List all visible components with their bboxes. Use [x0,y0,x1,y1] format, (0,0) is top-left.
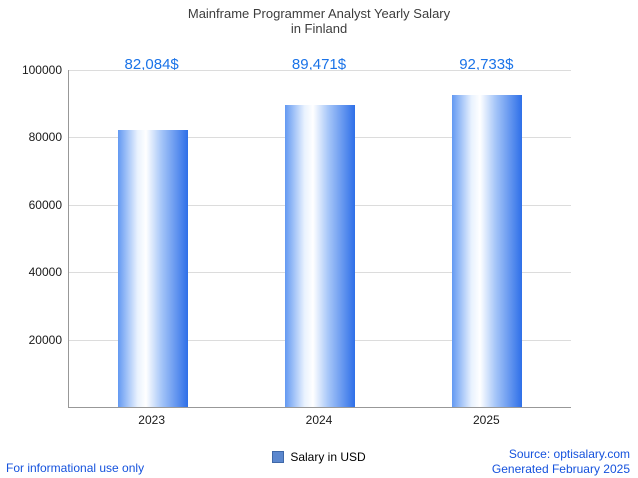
bar-2024[interactable] [285,105,355,407]
generated-date: Generated February 2025 [491,462,630,476]
chart-title-line1: Mainframe Programmer Analyst Yearly Sala… [187,6,451,21]
chart-title-line2: in Finland [290,21,348,36]
bar-2025[interactable] [452,94,523,407]
y-tick-label: 100000 [21,63,62,77]
chart-title: Mainframe Programmer Analyst Yearly Sala… [0,6,638,36]
gridline [69,70,571,71]
x-tick-label: 2023 [138,413,166,427]
x-tick-label: 2024 [305,413,333,427]
y-tick-label: 80000 [28,130,62,145]
legend-swatch-icon [272,451,285,463]
x-axis-labels: 2023 2024 2025 [68,413,570,429]
y-axis-labels: 20000 40000 60000 80000 100000 [0,63,62,407]
bar-value-label: 92,733$ [459,56,514,73]
source-block: Source: optisalary.com Generated Februar… [492,447,630,477]
bar-value-label: 89,471$ [291,56,347,73]
bar-value-labels: 82,084$ 89,471$ 92,733$ [68,56,570,76]
x-tick-label: 2025 [472,413,500,427]
bar-2023[interactable] [117,130,188,407]
y-tick-label: 20000 [28,332,62,347]
legend: Salary in USD [0,450,638,464]
legend-label: Salary in USD [290,450,366,464]
plot-area [68,70,571,408]
disclaimer-text: For informational use only [6,461,145,475]
bar-value-label: 82,084$ [124,56,179,73]
y-tick-label: 60000 [28,197,62,212]
y-tick-label: 40000 [28,265,62,280]
source-link[interactable]: Source: optisalary.com [508,447,630,461]
